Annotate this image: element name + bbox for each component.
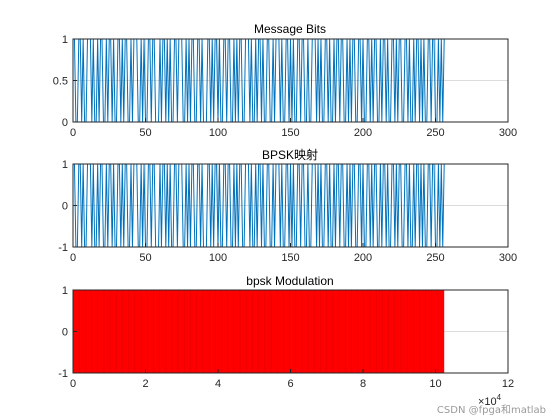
- x-tick-labels: 0 50 100 150 200 250 300: [70, 118, 517, 139]
- x-tick-label: 100: [209, 127, 227, 139]
- y-tick-label: 0: [62, 201, 68, 213]
- x-tick-label: 0: [70, 252, 76, 264]
- y-tick-label: 0: [62, 327, 68, 339]
- x-tick-labels: 0 2 4 6 8 10 12: [70, 369, 514, 390]
- x-tick-label: 50: [139, 252, 151, 264]
- x-tick-label: 200: [354, 252, 372, 264]
- x-tick-label: 2: [142, 378, 148, 390]
- x-tick-label: 300: [499, 252, 517, 264]
- x-tick-label: 100: [209, 252, 227, 264]
- x-tick-labels: 0 50 100 150 200 250 300: [70, 243, 517, 264]
- subplot-bpsk-mapping: BPSK映射 0 50 100 150 200 250 300 -101: [58, 147, 517, 264]
- x-tick-label: 0: [70, 127, 76, 139]
- x-tick-label: 150: [281, 127, 299, 139]
- x-tick-label: 6: [287, 378, 293, 390]
- y-tick-label: 1: [62, 34, 68, 46]
- y-tick-label: 0.5: [53, 76, 68, 88]
- x-tick-label: 12: [502, 378, 514, 390]
- x-tick-label: 0: [70, 378, 76, 390]
- y-tick-label: 0: [62, 117, 68, 129]
- x-tick-label: 8: [360, 378, 366, 390]
- x-tick-label: 150: [281, 252, 299, 264]
- subplot-message-bits: Message Bits 0 50 100 150 200 250 300 00.51: [53, 22, 517, 139]
- y-tick-label: -1: [58, 368, 68, 380]
- subplot-bpsk-modulation: bpsk Modulation 0 2 4 6 8 10 12 -101 ×104: [58, 274, 514, 408]
- x-tick-label: 200: [354, 127, 372, 139]
- x-tick-label: 50: [139, 127, 151, 139]
- x-tick-label: 250: [426, 252, 444, 264]
- subplot-title-bpsk-mapping: BPSK映射: [262, 147, 318, 162]
- plot-area: [72, 290, 445, 373]
- x-exponent-label: ×104: [478, 393, 502, 408]
- subplot-title-message-bits: Message Bits: [254, 22, 326, 36]
- x-tick-label: 300: [499, 127, 517, 139]
- x-tick-label: 10: [429, 378, 441, 390]
- watermark-text: CSDN @fpga和matlab: [436, 405, 546, 416]
- x-tick-label: 4: [215, 378, 221, 390]
- y-tick-label: 1: [62, 285, 68, 297]
- y-tick-labels: -1 0 1: [58, 285, 77, 380]
- x-tick-label: 250: [426, 127, 444, 139]
- subplot-title-bpsk-modulation: bpsk Modulation: [246, 274, 333, 288]
- y-tick-label: -1: [58, 242, 68, 254]
- y-tick-labels: -1 0 1: [58, 159, 77, 254]
- y-tick-labels: 00.51: [53, 34, 77, 129]
- y-tick-label: 1: [62, 159, 68, 171]
